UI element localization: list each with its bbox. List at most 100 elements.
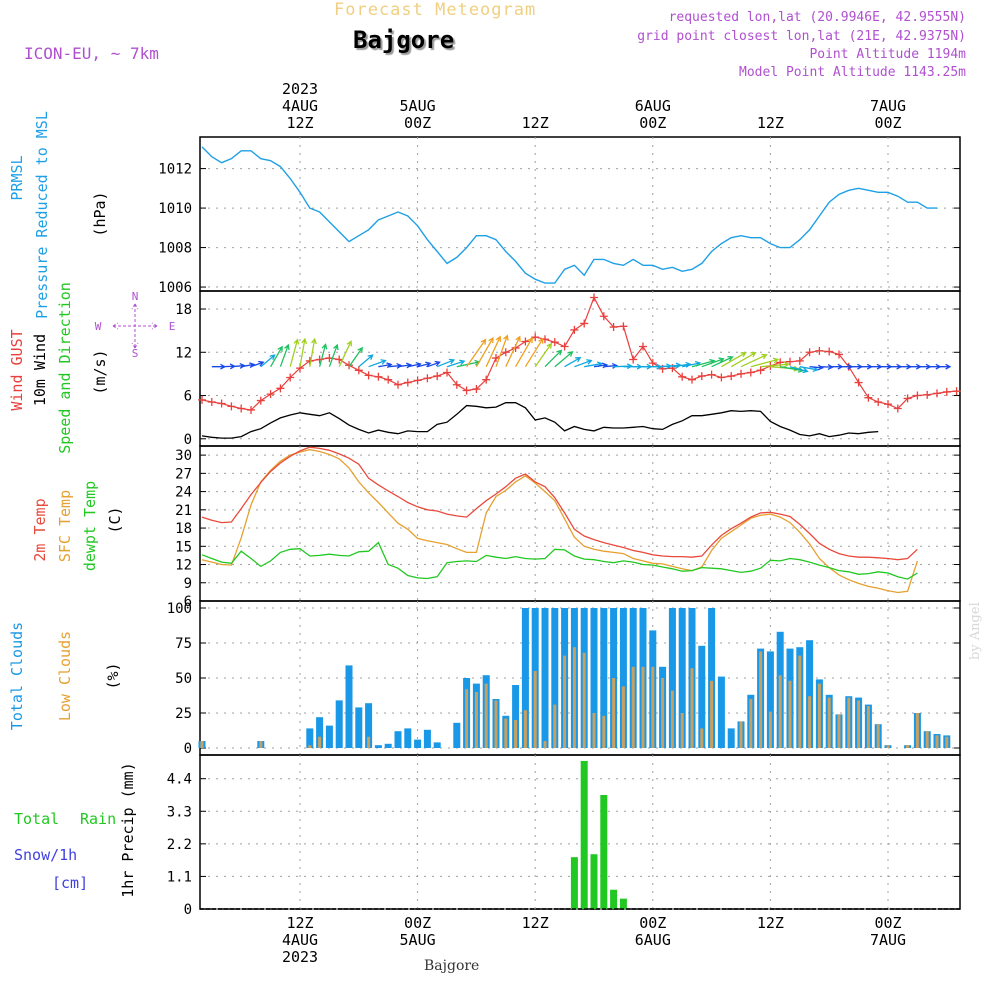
low-clouds-bar (259, 741, 263, 748)
wind-arrow (318, 343, 328, 367)
low-clouds-bar (837, 714, 841, 748)
meteogram-title: Forecast Meteogram (334, 0, 537, 20)
gust-marker (443, 368, 451, 377)
total-clouds-bar (384, 743, 392, 748)
low-clouds-bar (876, 724, 880, 748)
low-clouds-bar (484, 683, 488, 748)
gust-marker (384, 375, 393, 384)
temp-ytick-label: 18 (175, 521, 192, 537)
gust-marker (815, 346, 824, 355)
precip-ytick-label: 3.3 (167, 804, 192, 820)
temp-ytick-label: 6 (184, 594, 192, 610)
total-clouds-bar (433, 742, 441, 748)
low-clouds-bar (661, 678, 665, 748)
wind-arrow (466, 338, 487, 368)
low-clouds-bar (690, 668, 694, 748)
gust-marker (688, 375, 696, 384)
compass-north: N (132, 290, 139, 303)
precip-bar (619, 898, 627, 909)
snow-unit: [cm] (52, 874, 88, 892)
low-clouds-bar (533, 671, 537, 748)
precip-bar (610, 889, 618, 909)
wind-ytick-label: 18 (175, 302, 192, 318)
sfc-temp-label: SFC Temp (56, 490, 74, 562)
total-clouds-bar (678, 608, 686, 748)
time-label-top: 12Z (286, 114, 313, 132)
low-clouds-bar (935, 735, 939, 748)
wind-arrow (515, 336, 533, 368)
low-clouds-bar (670, 690, 674, 748)
gust-marker (648, 359, 657, 368)
wind-arrow (368, 359, 387, 368)
pressure-ytick-label: 1006 (158, 280, 192, 296)
time-label-top: 2023 (282, 80, 318, 98)
rain-label-total: Total (14, 810, 59, 828)
time-label-bottom: 2023 (282, 948, 318, 966)
low-clouds-bar (749, 699, 753, 748)
low-clouds-label: Low Clouds (56, 631, 74, 721)
low-clouds-bar (925, 731, 929, 748)
t2m-label: 2m Temp (31, 498, 49, 561)
gust-line (201, 296, 957, 411)
wind-arrow (544, 349, 563, 368)
bottom-station-label: Bajgore (424, 958, 480, 974)
gust-marker (727, 372, 736, 381)
gust-marker (903, 394, 912, 403)
total-clouds-bar (345, 665, 353, 748)
low-clouds-bar (710, 680, 714, 748)
gust-marker (501, 348, 510, 357)
point-altitude: Point Altitude 1194m (809, 47, 966, 62)
time-label-top: 5AUG (400, 97, 436, 115)
wind-arrow (809, 364, 824, 371)
gust-marker (266, 390, 275, 399)
low-clouds-bar (582, 652, 586, 748)
low-clouds-bar (602, 715, 606, 748)
wind-ytick-label: 6 (184, 389, 192, 405)
low-clouds-bar (759, 651, 763, 748)
total-clouds-bar (306, 728, 314, 748)
pressure-ytick-label: 1010 (158, 201, 192, 217)
gust-marker (394, 380, 402, 389)
wind-arrow (338, 340, 352, 367)
time-label-top: 6AUG (635, 97, 671, 115)
pressure-label-1: PRMSL (8, 155, 26, 200)
gust-marker (795, 356, 804, 365)
gust-marker (462, 386, 471, 395)
gust-marker (521, 337, 530, 346)
precip-panel-frame (199, 754, 961, 910)
precip-unit: 1hr Precip (mm) (119, 762, 137, 897)
low-clouds-bar (367, 736, 371, 748)
gust-marker (884, 400, 892, 409)
precip-bar (590, 854, 598, 909)
wind-arrow (574, 359, 593, 368)
snow-label: Snow/1h (14, 846, 77, 864)
gust-marker (550, 338, 559, 347)
wind-arrow (388, 362, 403, 369)
wind-arrow (279, 343, 290, 367)
temp-ytick-label: 12 (175, 558, 192, 574)
time-label-top: 00Z (404, 114, 431, 132)
wind-arrow (417, 361, 432, 368)
wind-dir-label: Speed and Direction (56, 282, 74, 454)
wind-unit: (m/s) (91, 349, 109, 394)
gust-marker (237, 404, 246, 413)
time-label-bottom: 12Z (286, 914, 313, 932)
time-label-top: 7AUG (870, 97, 906, 115)
gust-marker (207, 398, 216, 407)
gust-marker (786, 357, 794, 366)
gust-marker (835, 350, 843, 359)
gust-marker (403, 378, 412, 387)
gust-marker (933, 389, 941, 398)
clouds-unit: (%) (104, 662, 122, 689)
wind-arrow (270, 345, 283, 368)
gust-marker (423, 374, 432, 383)
total-clouds-bar (708, 608, 716, 748)
gust-marker (717, 373, 726, 382)
compass-west: W (95, 320, 102, 333)
time-label-bottom: 00Z (639, 914, 666, 932)
wind-arrow (299, 337, 308, 367)
total-clouds-bar (551, 608, 559, 748)
gust-marker (874, 398, 883, 407)
gust-marker (276, 384, 285, 393)
gust-marker (482, 375, 491, 384)
